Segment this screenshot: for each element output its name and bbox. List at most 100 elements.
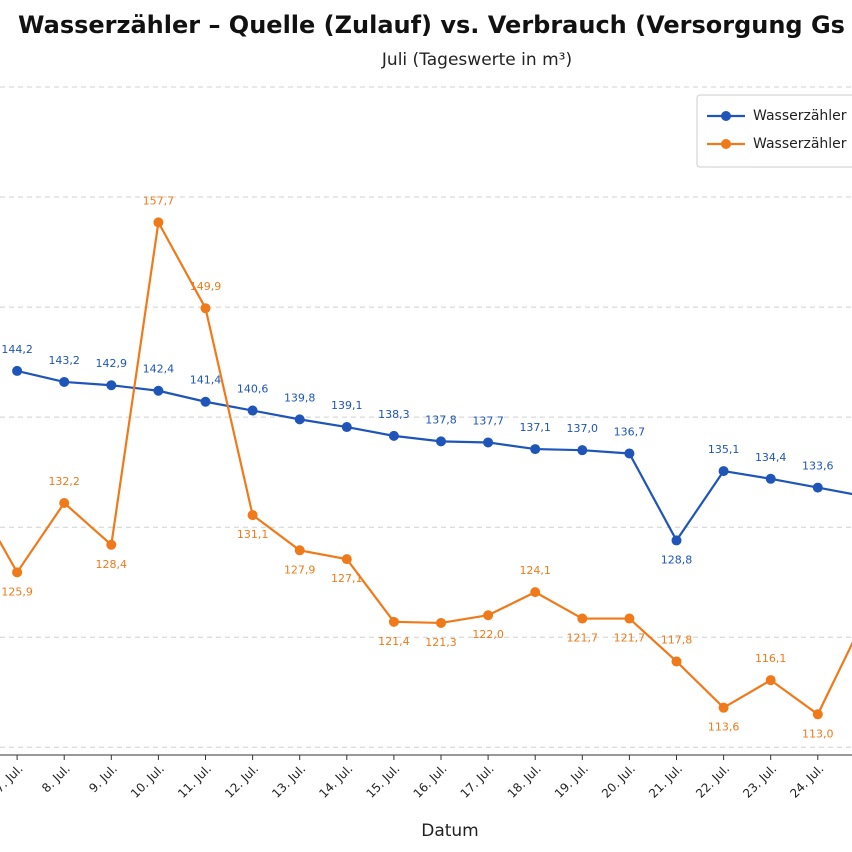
data-label: 144,2 [1,343,33,356]
data-point [247,510,258,521]
data-label: 133,6 [802,460,834,473]
data-point [624,448,635,459]
data-point [577,445,588,456]
data-label: 135,1 [708,443,740,456]
data-point [671,656,682,667]
x-tick-label: 24. Jul. [787,762,826,801]
data-label: 121,4 [378,635,410,648]
data-point [12,365,23,376]
data-label: 134,4 [755,451,787,464]
data-label: 132,2 [48,475,80,488]
x-tick-label: 21. Jul. [646,762,685,801]
data-point [812,482,823,493]
data-point [718,702,729,713]
data-point [812,709,823,720]
data-point [200,396,211,407]
data-label: 131,1 [237,528,269,541]
data-point [718,466,729,477]
data-point [341,554,352,565]
data-point [765,473,776,484]
data-label: 141,4 [190,374,222,387]
x-tick-label: 23. Jul. [740,762,779,801]
data-point [247,405,258,416]
x-tick-label: 20. Jul. [599,762,638,801]
data-label: 139,8 [284,391,316,404]
x-tick-label: 15. Jul. [363,762,402,801]
data-point [12,567,23,578]
data-label: 142,9 [96,357,128,370]
x-tick-label: 22. Jul. [693,762,732,801]
data-point [436,617,446,628]
data-label: 121,7 [567,632,599,645]
chart-title: Wasserzähler – Quelle (Zulauf) vs. Verbr… [18,11,845,39]
legend-marker [721,139,731,149]
x-tick-label: 12. Jul. [222,762,261,801]
data-label: 139,1 [331,399,363,412]
data-point [671,535,682,546]
x-tick-label: 13. Jul. [269,762,308,801]
x-tick-label: 7. Jul. [0,762,26,796]
data-label: 137,8 [425,413,457,426]
data-label: 121,3 [425,636,457,649]
legend-marker [721,111,731,121]
data-point [200,303,211,314]
x-tick-label: 19. Jul. [552,762,591,801]
data-point [765,675,776,686]
x-tick-label: 17. Jul. [458,762,497,801]
data-label: 137,7 [472,414,504,427]
data-label: 137,1 [519,421,551,434]
data-point [388,616,399,627]
x-tick-label: 18. Jul. [505,762,544,801]
data-point [106,380,117,391]
data-label: 113,0 [802,727,834,740]
data-label: 121,7 [614,632,646,645]
x-tick-label: 14. Jul. [316,762,355,801]
x-tick-label: 8. Jul. [39,762,73,796]
data-point [388,430,399,441]
data-label: 142,4 [143,363,175,376]
data-point [59,497,70,508]
data-point [530,587,541,598]
data-label: 113,6 [708,721,740,734]
data-point [341,422,352,433]
data-label: 128,8 [661,553,693,566]
data-point [59,376,70,387]
data-point [624,613,635,624]
data-label: 128,4 [96,558,128,571]
data-label: 157,7 [143,194,175,207]
x-tick-label: 11. Jul. [175,762,214,801]
legend-box [696,94,852,168]
data-point [294,414,305,425]
series-line [0,218,852,716]
x-tick-label: 9. Jul. [86,762,120,796]
data-label: 127,1 [331,572,363,585]
x-tick-label: 10. Jul. [128,762,167,801]
chart-subtitle: Juli (Tageswerte in m³) [381,50,572,70]
data-point [530,444,541,455]
data-label: 122,0 [472,628,504,641]
data-point [483,437,494,448]
data-label: 124,1 [519,564,551,577]
data-label: 127,9 [284,563,316,576]
data-point [153,385,164,396]
data-point [577,613,588,624]
data-label: 136,7 [614,425,646,438]
data-label: 138,3 [378,408,410,421]
data-label: 149,9 [190,280,222,293]
data-point [436,436,446,447]
data-label: 140,6 [237,383,269,396]
data-label: 116,1 [755,652,787,665]
data-point [153,217,164,228]
x-axis-label: Datum [421,821,479,841]
data-label: 125,9 [1,585,33,598]
data-point [483,610,494,621]
legend-label: Wasserzähler [753,108,847,124]
data-label: 137,0 [567,422,599,435]
data-point [106,539,117,550]
legend-label: Wasserzähler [753,136,847,152]
data-label: 143,2 [48,354,80,367]
data-point [294,545,305,556]
x-tick-label: 16. Jul. [411,762,450,801]
data-label: 117,8 [661,633,693,646]
